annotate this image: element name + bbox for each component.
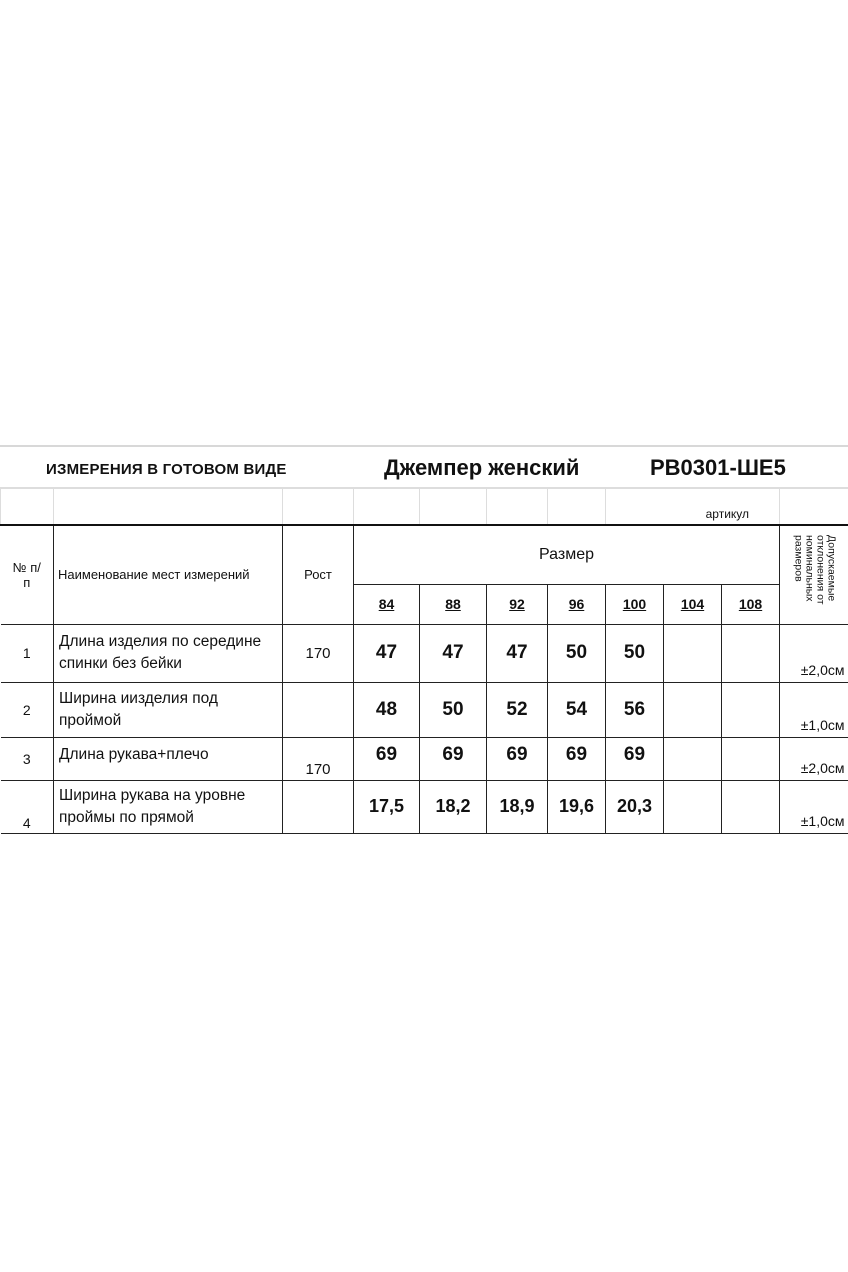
value-cell <box>720 623 781 683</box>
value-cell <box>663 779 722 834</box>
row-number: 2 <box>0 681 54 738</box>
value-cell: 54 <box>547 681 606 738</box>
measurement-sheet: ИЗМЕРЕНИЯ В ГОТОВОМ ВИДЕ Джемпер женский… <box>0 445 848 834</box>
value-cell: 47 <box>353 623 420 683</box>
value-cell: 50 <box>605 623 664 683</box>
value-cell <box>663 681 722 738</box>
size-88: 88 <box>419 583 487 625</box>
size-table: артикул № п/п Наименование мест измерени… <box>0 488 848 834</box>
size-92: 92 <box>486 583 548 625</box>
value-cell: 69 <box>419 736 487 781</box>
value-cell: 48 <box>353 681 420 738</box>
size-108: 108 <box>720 583 781 625</box>
measurement-name: Ширина иизделия под проймой <box>53 681 283 738</box>
value-cell: 69 <box>605 736 664 781</box>
size-96: 96 <box>547 583 606 625</box>
blank-row: артикул <box>0 488 848 526</box>
tolerance-value: ±2,0см <box>779 736 848 781</box>
article-label: артикул <box>604 488 781 526</box>
size-100: 100 <box>605 583 664 625</box>
value-cell: 20,3 <box>605 779 664 834</box>
table-row: 4 Ширина рукава на уровне проймы по прям… <box>0 779 848 834</box>
value-cell: 52 <box>486 681 548 738</box>
value-cell: 69 <box>486 736 548 781</box>
table-row: 1 Длина изделия по середине спинки без б… <box>0 623 848 683</box>
value-cell <box>720 779 781 834</box>
tolerance-header: Допускаемые отклонения от номинальных ра… <box>779 524 848 625</box>
value-cell: 17,5 <box>353 779 420 834</box>
row-number: 3 <box>0 736 54 781</box>
sheet-title: ИЗМЕРЕНИЯ В ГОТОВОМ ВИДЕ <box>46 461 287 478</box>
measurement-name: Длина рукава+плечо <box>53 736 283 781</box>
value-cell <box>663 623 722 683</box>
tolerance-value: ±1,0см <box>779 681 848 738</box>
value-cell: 50 <box>419 681 487 738</box>
tolerance-value: ±2,0см <box>779 623 848 683</box>
size-84: 84 <box>353 583 420 625</box>
table-row: 3 Длина рукава+плечо 170 69 69 69 69 69 … <box>0 736 848 781</box>
value-cell <box>663 736 722 781</box>
height-value <box>282 779 354 834</box>
value-cell: 47 <box>486 623 548 683</box>
height-value: 170 <box>282 736 354 781</box>
tolerance-value: ±1,0см <box>779 779 848 834</box>
value-cell: 56 <box>605 681 664 738</box>
height-value <box>282 681 354 738</box>
value-cell: 18,9 <box>486 779 548 834</box>
number-header: № п/п <box>0 524 54 625</box>
header-row: № п/п Наименование мест измерений Рост Р… <box>0 524 848 625</box>
height-value: 170 <box>282 623 354 683</box>
value-cell: 47 <box>419 623 487 683</box>
row-number: 1 <box>0 623 54 683</box>
table-row: 2 Ширина иизделия под проймой 48 50 52 5… <box>0 681 848 738</box>
measurement-name: Ширина рукава на уровне проймы по прямой <box>53 779 283 834</box>
product-name: Джемпер женский <box>384 455 580 480</box>
value-cell <box>720 736 781 781</box>
size-104: 104 <box>663 583 722 625</box>
value-cell: 69 <box>547 736 606 781</box>
value-cell <box>720 681 781 738</box>
value-cell: 50 <box>547 623 606 683</box>
article-code: PB0301-ШЕ5 <box>650 455 786 480</box>
title-row: ИЗМЕРЕНИЯ В ГОТОВОМ ВИДЕ Джемпер женский… <box>0 445 848 488</box>
sizes-row: 84 88 92 96 100 104 108 <box>1 583 848 625</box>
size-group-header: Размер <box>352 524 781 585</box>
row-number: 4 <box>0 779 54 834</box>
name-header: Наименование мест измерений <box>53 524 283 625</box>
measurement-name: Длина изделия по середине спинки без бей… <box>53 623 283 683</box>
value-cell: 18,2 <box>419 779 487 834</box>
height-header: Рост <box>282 524 354 625</box>
value-cell: 69 <box>353 736 420 781</box>
value-cell: 19,6 <box>547 779 606 834</box>
